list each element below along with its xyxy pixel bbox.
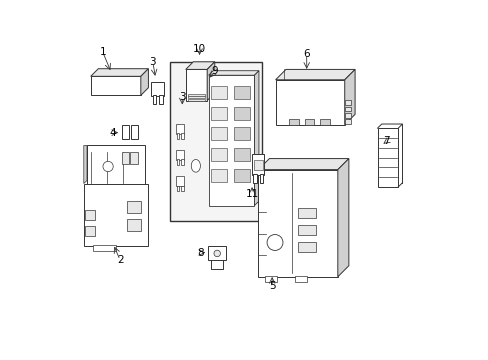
- Bar: [175, 124, 184, 134]
- Bar: [181, 185, 183, 191]
- Bar: [253, 160, 262, 170]
- Bar: [208, 246, 226, 260]
- Bar: [344, 113, 350, 117]
- Bar: [127, 219, 141, 231]
- Bar: [90, 76, 141, 95]
- Polygon shape: [141, 69, 148, 95]
- Bar: [187, 94, 204, 95]
- Polygon shape: [337, 158, 348, 277]
- Bar: [377, 128, 398, 187]
- Bar: [159, 95, 163, 104]
- Ellipse shape: [191, 159, 200, 172]
- Bar: [294, 276, 306, 282]
- Text: 3: 3: [149, 58, 156, 67]
- Bar: [258, 170, 337, 277]
- Bar: [208, 75, 254, 206]
- Bar: [130, 152, 137, 165]
- Bar: [83, 184, 147, 246]
- Text: 10: 10: [193, 44, 206, 54]
- Circle shape: [214, 250, 220, 257]
- Bar: [252, 154, 264, 175]
- Polygon shape: [275, 69, 354, 80]
- Circle shape: [103, 161, 113, 172]
- Bar: [210, 127, 226, 140]
- Bar: [233, 127, 249, 140]
- Text: 6: 6: [303, 49, 309, 59]
- Bar: [344, 100, 350, 105]
- Circle shape: [266, 234, 283, 251]
- Bar: [175, 176, 184, 186]
- Bar: [85, 226, 95, 236]
- Bar: [344, 107, 350, 111]
- Bar: [130, 125, 138, 139]
- Bar: [319, 119, 329, 125]
- Text: 11: 11: [245, 189, 258, 199]
- Bar: [210, 169, 226, 182]
- Bar: [298, 208, 315, 218]
- Bar: [151, 81, 164, 96]
- Bar: [87, 145, 144, 188]
- Polygon shape: [207, 62, 214, 100]
- Bar: [176, 185, 179, 191]
- Polygon shape: [344, 69, 354, 125]
- Text: 8: 8: [197, 248, 203, 257]
- Bar: [344, 119, 350, 124]
- Bar: [152, 95, 156, 104]
- Text: 5: 5: [268, 282, 275, 292]
- Bar: [187, 99, 204, 100]
- Bar: [289, 119, 299, 125]
- Polygon shape: [258, 158, 348, 170]
- Bar: [176, 159, 179, 165]
- Bar: [210, 86, 226, 99]
- Polygon shape: [185, 62, 214, 69]
- Bar: [185, 69, 207, 100]
- Bar: [210, 107, 226, 120]
- Text: 2: 2: [117, 255, 123, 265]
- Text: 4: 4: [109, 128, 116, 138]
- Bar: [253, 174, 256, 184]
- Bar: [233, 148, 249, 161]
- Bar: [233, 86, 249, 99]
- Bar: [127, 201, 141, 213]
- Polygon shape: [83, 145, 87, 184]
- Bar: [233, 169, 249, 182]
- Text: 9: 9: [211, 66, 218, 76]
- Bar: [298, 225, 315, 235]
- Bar: [122, 125, 129, 139]
- Text: 7: 7: [383, 136, 389, 146]
- Bar: [298, 243, 315, 252]
- Bar: [210, 148, 226, 161]
- Polygon shape: [90, 69, 148, 76]
- Bar: [181, 159, 183, 165]
- Bar: [85, 210, 95, 220]
- Bar: [233, 107, 249, 120]
- Text: 3: 3: [179, 92, 185, 102]
- Bar: [175, 150, 184, 160]
- Text: 1: 1: [99, 47, 106, 57]
- Bar: [264, 276, 276, 282]
- Bar: [170, 63, 261, 221]
- Bar: [93, 245, 116, 251]
- Bar: [304, 119, 314, 125]
- Bar: [275, 80, 344, 125]
- Bar: [181, 133, 183, 139]
- Bar: [122, 152, 129, 165]
- Bar: [176, 133, 179, 139]
- Polygon shape: [208, 71, 259, 75]
- Bar: [187, 96, 204, 98]
- Bar: [259, 174, 263, 184]
- Polygon shape: [254, 71, 259, 206]
